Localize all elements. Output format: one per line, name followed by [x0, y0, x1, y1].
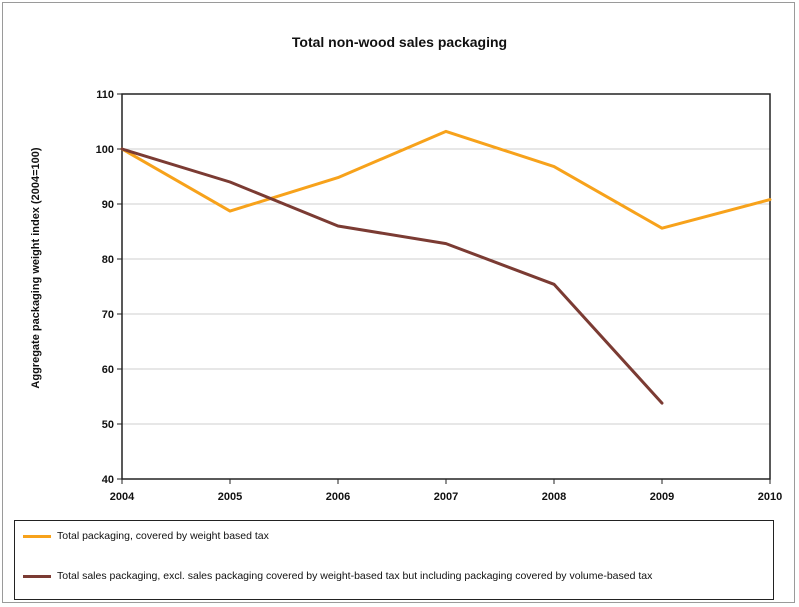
- x-tick-label-2006: 2006: [326, 491, 350, 503]
- x-tick-label-2010: 2010: [758, 491, 782, 503]
- y-tick-label-40: 40: [102, 474, 114, 486]
- x-tick-label-2004: 2004: [110, 491, 135, 503]
- legend-swatch-volume-tax: [23, 575, 51, 578]
- legend-item-volume-tax: Total sales packaging, excl. sales packa…: [23, 569, 757, 583]
- legend-label-weight-tax: Total packaging, covered by weight based…: [57, 530, 269, 542]
- x-tick-label-2009: 2009: [650, 491, 674, 503]
- series-volume-tax-line: [120, 147, 664, 405]
- y-tick-label-60: 60: [102, 364, 114, 376]
- plot-border: [121, 93, 771, 480]
- legend-swatch-weight-tax: [23, 535, 51, 538]
- y-tick-label-110: 110: [96, 89, 114, 101]
- y-tick-label-50: 50: [102, 419, 114, 431]
- y-tick-label-90: 90: [102, 199, 114, 211]
- y-tick-label-70: 70: [102, 309, 114, 321]
- x-tick-label-2005: 2005: [218, 491, 242, 503]
- legend-label-volume-tax: Total sales packaging, excl. sales packa…: [57, 570, 653, 582]
- legend-item-weight-tax: Total packaging, covered by weight based…: [23, 529, 757, 543]
- chart-title: Total non-wood sales packaging: [291, 34, 508, 50]
- x-tick-label-2007: 2007: [434, 491, 458, 503]
- x-tick-label-2008: 2008: [542, 491, 566, 503]
- y-tick-label-100: 100: [96, 144, 114, 156]
- y-tick-label-80: 80: [102, 254, 114, 266]
- legend: Total packaging, covered by weight based…: [14, 520, 774, 600]
- series-weight-tax-line: [120, 129, 772, 230]
